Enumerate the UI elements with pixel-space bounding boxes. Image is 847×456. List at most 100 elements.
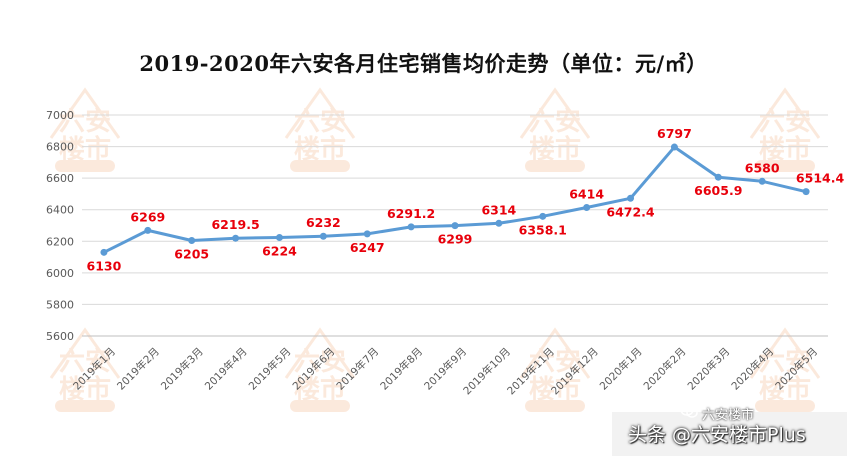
- watermark-text: 楼市: [529, 134, 581, 165]
- data-point: [363, 230, 371, 238]
- y-tick-label: 5600: [46, 330, 74, 343]
- watermark-text: 六安: [529, 107, 581, 137]
- logo-watermark: 六安楼市: [284, 327, 356, 412]
- y-tick-label: 6600: [46, 172, 74, 185]
- watermark-roof: [749, 327, 821, 379]
- gridlines: [82, 114, 828, 337]
- data-point: [407, 223, 415, 231]
- data-point: [232, 234, 240, 242]
- data-point: [319, 232, 327, 240]
- data-label: 6797: [657, 126, 692, 141]
- x-tick-label: 2019年9月: [421, 345, 469, 393]
- logo-watermark: 六安楼市: [519, 327, 591, 412]
- x-tick-label: 2020年1月: [597, 345, 645, 393]
- watermark-text: 楼市: [294, 134, 346, 165]
- watermark-text: 楼市: [59, 374, 111, 405]
- data-label: 6299: [438, 232, 473, 247]
- y-tick-label: 7000: [46, 109, 74, 122]
- y-tick-label: 6200: [46, 235, 74, 248]
- watermark-ribbon: [755, 400, 815, 412]
- data-point: [627, 194, 635, 202]
- watermark-text: 楼市: [294, 374, 346, 405]
- logo-watermark: 六安楼市: [519, 87, 591, 172]
- watermark-text: 楼市: [59, 134, 111, 165]
- watermark-roof: [49, 87, 121, 139]
- data-point: [583, 204, 591, 212]
- logo-watermark: 六安楼市: [749, 327, 821, 412]
- data-label: 6472.4: [606, 204, 655, 219]
- data-label: 6247: [350, 240, 385, 255]
- watermark-ribbon: [290, 400, 350, 412]
- logo-watermark: 六安楼市: [49, 87, 121, 172]
- x-tick-label: 2020年2月: [641, 345, 689, 393]
- data-point: [539, 212, 547, 220]
- watermark-roof: [284, 327, 356, 379]
- watermark-ribbon: [55, 400, 115, 412]
- data-label: 6269: [130, 209, 165, 224]
- data-point: [495, 219, 503, 227]
- watermark-text: 楼市: [759, 134, 811, 165]
- watermark-text: 六安: [294, 107, 346, 137]
- watermark-text: 六安: [759, 347, 811, 377]
- data-point: [758, 177, 766, 185]
- data-label: 6130: [87, 258, 122, 273]
- watermark-ribbon: [525, 160, 585, 172]
- chart-title: 2019-2020年六安各月住宅销售均价走势（单位：元/㎡）: [139, 51, 708, 76]
- y-tick-label: 6400: [46, 204, 74, 217]
- x-axis-ticks: 2019年1月2019年2月2019年3月2019年4月2019年5月2019年…: [70, 345, 820, 397]
- series-layer: [100, 143, 810, 256]
- x-tick-label: 2019年2月: [114, 345, 162, 393]
- watermark-ribbon: [755, 160, 815, 172]
- watermark-text: 六安: [59, 107, 111, 137]
- data-label: 6291.2: [387, 206, 435, 221]
- data-point: [714, 173, 722, 181]
- x-tick-label: 2020年3月: [685, 345, 733, 393]
- data-label: 6414: [569, 187, 604, 202]
- data-point: [451, 222, 459, 230]
- x-tick-label: 2019年8月: [378, 345, 426, 393]
- data-label: 6314: [481, 202, 516, 217]
- data-label: 6514.4: [796, 171, 845, 186]
- credit-backdrop: [612, 412, 847, 456]
- data-point: [188, 236, 196, 244]
- watermark-text: 六安: [59, 347, 111, 377]
- y-tick-label: 5800: [46, 298, 74, 311]
- watermark-text: 楼市: [759, 374, 811, 405]
- y-tick-label: 6000: [46, 267, 74, 280]
- data-point: [100, 248, 108, 256]
- data-point: [670, 143, 678, 151]
- watermark-text: 楼市: [529, 374, 581, 405]
- watermark-roof: [284, 87, 356, 139]
- data-label: 6219.5: [211, 217, 259, 232]
- watermark-text: 六安: [294, 347, 346, 377]
- watermark-ribbon: [525, 400, 585, 412]
- x-tick-label: 2019年5月: [246, 345, 294, 393]
- watermark-roof: [49, 327, 121, 379]
- watermark-roof: [519, 327, 591, 379]
- data-label: 6580: [745, 160, 780, 175]
- logo-watermark: 六安楼市: [284, 87, 356, 172]
- watermark-text: 六安: [529, 347, 581, 377]
- y-tick-label: 6800: [46, 141, 74, 154]
- x-tick-label: 2019年3月: [158, 345, 206, 393]
- watermark-text: 六安: [759, 107, 811, 137]
- source-credit: 头条 @六安楼市Plus: [628, 424, 806, 446]
- logo-watermark: 六安楼市: [49, 327, 121, 412]
- logo-watermark: 六安楼市: [749, 87, 821, 172]
- x-tick-label: 2019年4月: [202, 345, 250, 393]
- data-label: 6358.1: [519, 222, 567, 237]
- data-point: [802, 188, 810, 196]
- data-label: 6205: [174, 246, 209, 261]
- data-label: 6224: [262, 243, 297, 258]
- watermark-ribbon: [55, 160, 115, 172]
- data-label: 6232: [306, 215, 341, 230]
- data-point: [275, 233, 283, 241]
- data-point: [144, 226, 152, 234]
- watermark-roof: [749, 87, 821, 139]
- watermark-ribbon: [290, 160, 350, 172]
- y-axis-ticks: 5600 5800 6000 6200 6400 6600 6800 7000: [46, 109, 74, 343]
- wechat-icon: [680, 404, 698, 418]
